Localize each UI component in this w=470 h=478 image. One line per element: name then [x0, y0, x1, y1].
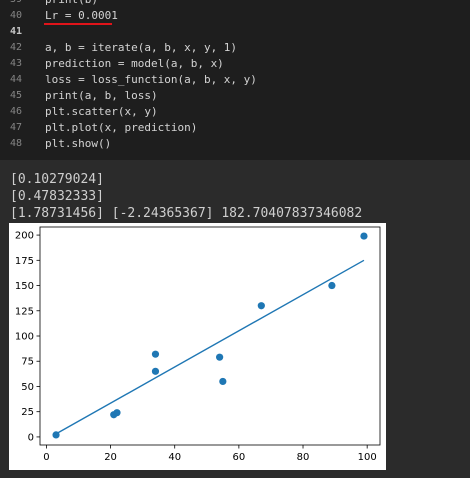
code-text[interactable]: print(b)	[45, 0, 98, 8]
scatter-point	[360, 232, 368, 240]
y-tick-label: 200	[15, 231, 34, 242]
x-tick-label: 20	[104, 452, 117, 463]
code-line[interactable]: 46 plt.scatter(x, y)	[0, 104, 470, 120]
line-number: 47	[9, 122, 22, 133]
output-line-3: [1.78731456] [-2.24365367] 182.704078373…	[10, 206, 363, 221]
scatter-point	[52, 431, 60, 439]
code-line[interactable]: 45 print(a, b, loss)	[0, 88, 470, 104]
code-text[interactable]: plt.scatter(x, y)	[45, 105, 158, 118]
y-tick-label: 100	[15, 332, 34, 343]
x-tick-label: 40	[168, 452, 181, 463]
x-tick-label: 80	[297, 452, 310, 463]
code-text[interactable]: plt.show()	[45, 137, 112, 150]
scatter-point	[219, 377, 227, 386]
prediction-line	[55, 259, 365, 435]
y-tick-label: 150	[15, 281, 34, 292]
code-text[interactable]: plt.plot(x, prediction)	[45, 121, 198, 134]
axes-frame	[39, 226, 381, 446]
y-tick-label: 50	[21, 382, 34, 393]
line-number: 44	[9, 74, 22, 85]
code-line[interactable]: 42 a, b = iterate(a, b, x, y, 1)	[0, 40, 470, 56]
line-number: 39	[0, 0, 22, 8]
x-tick-label: 100	[358, 452, 377, 463]
output-line-1: [0.10279024]	[10, 172, 104, 187]
code-line[interactable]: 39 print(b)	[0, 0, 470, 8]
scatter-point	[151, 350, 160, 358]
line-number: 40	[9, 10, 22, 21]
line-number: 45	[9, 90, 22, 101]
line-number: 46	[9, 106, 22, 117]
scatter-point	[328, 281, 336, 290]
code-line[interactable]: 40 Lr = 0.0001	[0, 8, 470, 24]
code-line[interactable]: 48 plt.show()	[0, 136, 470, 152]
code-line[interactable]: 43 prediction = model(a, b, x)	[0, 56, 470, 72]
y-tick-label: 25	[21, 407, 34, 418]
line-number: 42	[9, 42, 22, 53]
line-number: 41	[9, 26, 22, 37]
x-tick-label: 0	[43, 452, 49, 463]
scatter-point	[257, 302, 265, 310]
red-underline-annotation	[44, 23, 112, 25]
output-line-2: [0.47832333]	[10, 189, 104, 204]
code-text[interactable]: a, b = iterate(a, b, x, y, 1)	[45, 41, 238, 54]
y-tick-label: 125	[15, 306, 34, 317]
code-line[interactable]: 41	[0, 24, 470, 40]
scatter-plot: 0 20 40 60 80 100 0 25 50 75 100 125 150 175 200	[15, 226, 381, 463]
code-text[interactable]: Lr = 0.0001	[45, 9, 118, 22]
scatter-point	[216, 353, 224, 361]
code-line[interactable]: 44 loss = loss_function(a, b, x, y)	[0, 72, 470, 88]
code-text[interactable]: prediction = model(a, b, x)	[45, 57, 224, 70]
scatter-point	[151, 367, 160, 375]
y-tick-label: 75	[21, 357, 34, 368]
y-tick-label: 175	[15, 256, 34, 267]
code-editor[interactable]: 39 print(b) 40 Lr = 0.0001 41 42 a, b = iterat…	[0, 0, 470, 160]
x-tick-label: 60	[233, 452, 246, 463]
line-number: 48	[9, 138, 22, 149]
code-line[interactable]: 47 plt.plot(x, prediction)	[0, 120, 470, 136]
line-number: 43	[9, 58, 22, 69]
code-text[interactable]: print(a, b, loss)	[45, 89, 158, 102]
scatter-point	[113, 409, 121, 417]
code-text[interactable]: loss = loss_function(a, b, x, y)	[45, 73, 257, 86]
plot-figure: 0 20 40 60 80 100 0 25 50 75 100 125 150 175 200	[9, 223, 386, 470]
y-tick-label: 0	[28, 432, 34, 443]
